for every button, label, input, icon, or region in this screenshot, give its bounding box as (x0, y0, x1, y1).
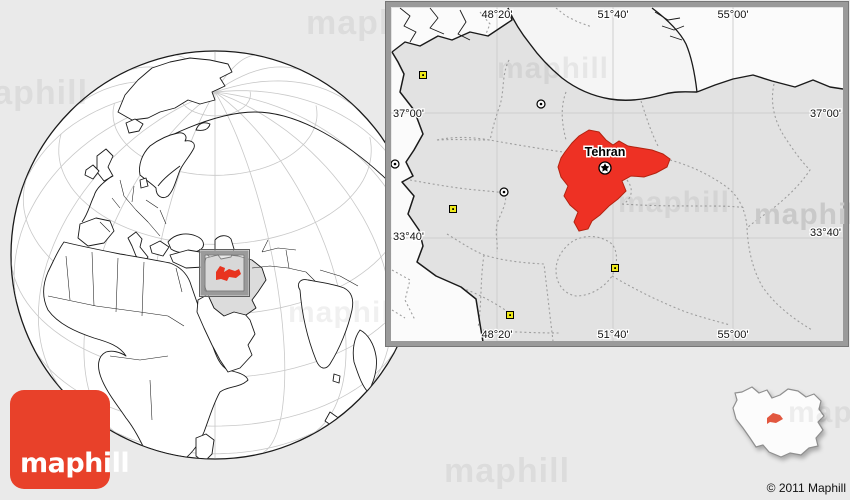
maphill-logo-label: maphill (20, 448, 130, 479)
iran-minimap-outline (732, 386, 825, 458)
inset-map-frame: Tehran 48°20' 51°40' 55°00' 48°20' 51°40… (386, 2, 848, 346)
coordinate-labels: 48°20' 51°40' 55°00' 48°20' 51°40' 55°00… (392, 8, 843, 341)
africa-borders (47, 251, 185, 421)
city-marker-circle (391, 159, 400, 169)
madagascar (195, 433, 215, 459)
iceland (125, 118, 144, 134)
iran-minimap[interactable] (722, 378, 848, 474)
coord-label-right-1: 37°00' (810, 108, 841, 120)
coord-label-right-2: 33°40' (810, 227, 841, 239)
greenland (117, 57, 233, 121)
ireland (84, 164, 100, 180)
coord-label-top-1: 48°20' (482, 9, 513, 21)
tehran-province[interactable] (557, 129, 671, 232)
scandinavia (139, 132, 195, 199)
star-icon (600, 163, 610, 172)
turkmenistan-region (652, 8, 843, 92)
inset-map[interactable]: Tehran 48°20' 51°40' 55°00' 48°20' 51°40… (391, 7, 843, 341)
tehran-city-marker (598, 161, 612, 175)
black-sea (167, 233, 204, 254)
coord-label-top-2: 51°40' (598, 9, 629, 21)
novaya-zemlya (195, 122, 211, 131)
great-britain (96, 148, 114, 182)
coord-label-top-3: 55°00' (718, 9, 749, 21)
europe-atlantic-coast (81, 175, 113, 223)
city-markers (391, 71, 619, 319)
italy (127, 231, 149, 264)
world-globe[interactable] (0, 0, 440, 500)
denmark (139, 177, 149, 189)
maphill-logo[interactable]: maphill (10, 390, 130, 489)
globe-highlight-region (216, 266, 241, 281)
coord-label-bottom-2: 51°40' (598, 329, 629, 341)
coord-label-bottom-3: 55°00' (718, 329, 749, 341)
city-marker-square (449, 205, 457, 213)
city-marker-square (419, 71, 427, 79)
azerbaijan-region (392, 8, 512, 52)
europe-borders (99, 179, 167, 237)
province-borders (391, 7, 813, 341)
africa (43, 241, 249, 459)
coord-label-left-2: 33°40' (393, 231, 424, 243)
maphill-watermark: maphill (444, 452, 571, 490)
country-borders (391, 7, 843, 341)
baltic-sea (157, 165, 181, 187)
city-marker-circle (536, 99, 546, 109)
tehran-city-label: Tehran (585, 145, 626, 159)
globe-landmasses (43, 57, 419, 459)
copyright-label: © 2011 Maphill (766, 481, 846, 495)
iran-minimap-highlight (767, 413, 783, 424)
caspian-sea (508, 8, 697, 101)
greece (149, 240, 170, 257)
iberia (77, 217, 115, 247)
coord-label-bottom-1: 48°20' (482, 329, 513, 341)
asia-borders (251, 239, 359, 287)
city-marker-square (611, 264, 619, 272)
coord-label-left-1: 37°00' (393, 108, 424, 120)
city-marker-square (506, 311, 514, 319)
sri-lanka (332, 373, 341, 384)
india (297, 279, 354, 369)
iraq-region (391, 52, 483, 341)
city-marker-circle (499, 187, 509, 197)
